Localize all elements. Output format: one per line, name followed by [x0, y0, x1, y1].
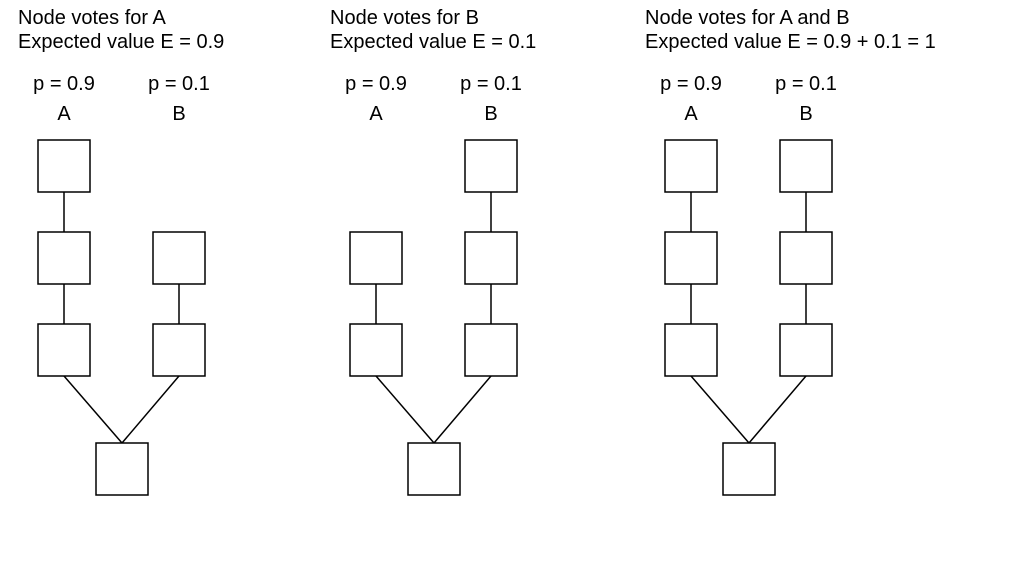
block-a — [665, 140, 717, 192]
block-b — [153, 232, 205, 284]
p-label-a: p = 0.9 — [660, 73, 722, 95]
chain-label-a: A — [57, 103, 71, 125]
panel-1: Node votes for BExpected value E = 0.1 p … — [330, 7, 536, 495]
block-b — [780, 140, 832, 192]
merge-block — [408, 443, 460, 495]
block-b — [780, 232, 832, 284]
block-b — [465, 140, 517, 192]
block-b — [465, 232, 517, 284]
block-a — [665, 232, 717, 284]
block-a — [38, 232, 90, 284]
block-a — [350, 324, 402, 376]
panel-title-line2: Expected value E = 0.1 — [330, 31, 536, 53]
panel-2: Node votes for A and BExpected value E =… — [645, 7, 936, 495]
p-label-b: p = 0.1 — [460, 73, 522, 95]
panel-title-line1: Node votes for A — [18, 7, 167, 29]
merge-connector-b — [434, 376, 491, 443]
p-label-b: p = 0.1 — [775, 73, 837, 95]
block-a — [665, 324, 717, 376]
block-a — [38, 140, 90, 192]
merge-block — [723, 443, 775, 495]
block-b — [780, 324, 832, 376]
panel-title-line2: Expected value E = 0.9 — [18, 31, 224, 53]
block-b — [153, 324, 205, 376]
merge-connector-a — [691, 376, 749, 443]
block-a — [38, 324, 90, 376]
panel-title-line2: Expected value E = 0.9 + 0.1 = 1 — [645, 31, 936, 53]
block-b — [465, 324, 517, 376]
merge-block — [96, 443, 148, 495]
chain-label-a: A — [369, 103, 383, 125]
merge-connector-b — [749, 376, 806, 443]
merge-connector-b — [122, 376, 179, 443]
p-label-b: p = 0.1 — [148, 73, 210, 95]
panel-0: Node votes for AExpected value E = 0.9 p … — [18, 7, 224, 495]
merge-connector-a — [64, 376, 122, 443]
chain-label-b: B — [172, 103, 185, 125]
chain-label-a: A — [684, 103, 698, 125]
panel-title-line1: Node votes for B — [330, 7, 479, 29]
chain-label-b: B — [484, 103, 497, 125]
p-label-a: p = 0.9 — [345, 73, 407, 95]
merge-connector-a — [376, 376, 434, 443]
chain-label-b: B — [799, 103, 812, 125]
panel-title-line1: Node votes for A and B — [645, 7, 850, 29]
block-a — [350, 232, 402, 284]
p-label-a: p = 0.9 — [33, 73, 95, 95]
